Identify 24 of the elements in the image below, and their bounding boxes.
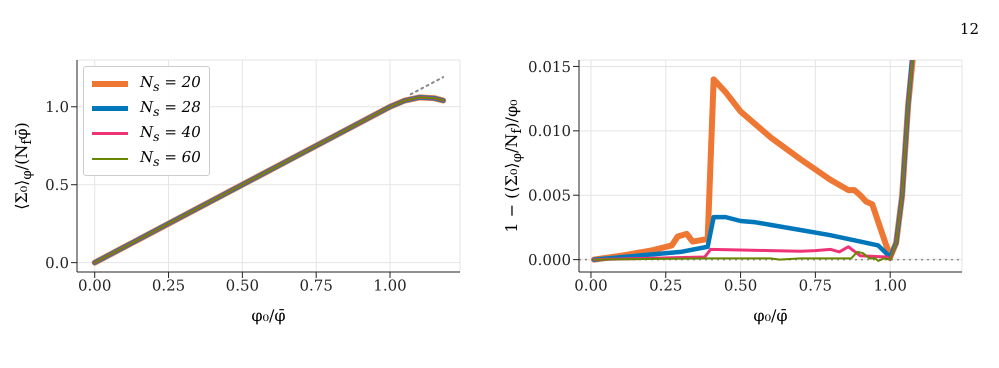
y-tick-label: 0.0	[45, 254, 69, 272]
y-tick-label: 1.0	[45, 98, 69, 116]
legend-label: N$_{s}$ = 20	[140, 73, 201, 94]
x-tick-label: 0.25	[649, 276, 682, 295]
y-tick-label: 0.010	[528, 122, 571, 140]
x-tick-label: 0.50	[226, 276, 260, 295]
x-tick-label: 0.00	[78, 276, 112, 295]
legend-label: N$_{s}$ = 40	[140, 123, 201, 144]
y-tick-label: 0.5	[45, 176, 69, 194]
x-tick-label: 1.00	[373, 276, 407, 295]
x-tick-label: 1.00	[873, 276, 907, 295]
text: 12	[960, 20, 979, 38]
legend-label: N$_{s}$ = 60	[140, 148, 201, 169]
x-tick-label: 0.75	[798, 276, 832, 295]
y-tick-label: 0.000	[528, 250, 571, 269]
x-axis-title: φ₀/φ̄	[251, 306, 286, 325]
y-tick-label: 0.005	[528, 186, 571, 205]
y-tick-label: 0.015	[528, 58, 571, 76]
x-axis-title: φ₀/φ̄	[753, 306, 788, 325]
x-tick-label: 0.00	[574, 276, 608, 295]
legend-label: N$_{s}$ = 28	[140, 98, 201, 119]
x-tick-label: 0.50	[724, 276, 758, 295]
x-tick-label: 0.75	[299, 276, 333, 295]
x-tick-label: 0.25	[152, 276, 186, 295]
